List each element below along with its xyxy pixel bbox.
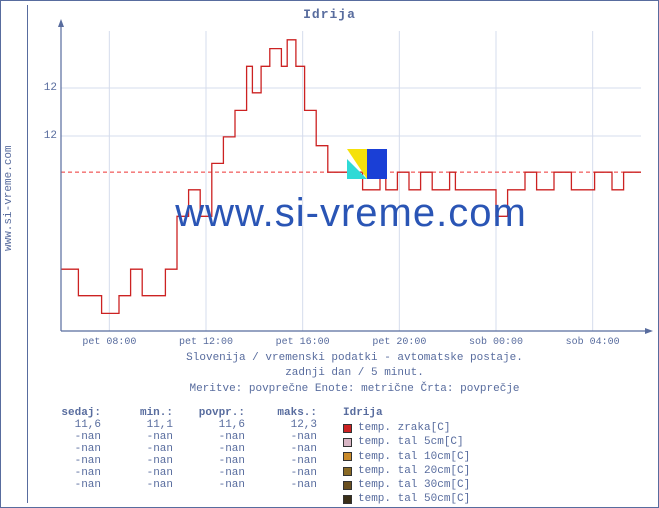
stats-table: sedaj: 11,6-nan-nan-nan-nan-nan min.: 11… xyxy=(41,407,317,491)
stats-col-min: min.: 11,1-nan-nan-nan-nan-nan xyxy=(113,407,173,491)
stats-col-povpr: povpr.: 11,6-nan-nan-nan-nan-nan xyxy=(185,407,245,491)
stats-cell: -nan xyxy=(185,479,245,491)
stats-header: maks.: xyxy=(257,407,317,419)
x-tick-label: pet 08:00 xyxy=(69,337,149,348)
legend-row: temp. tal 5cm[C] xyxy=(343,435,470,449)
stats-cell: -nan xyxy=(257,467,317,479)
stats-cell: -nan xyxy=(41,455,101,467)
stats-cell: 12,3 xyxy=(257,419,317,431)
stats-cell: -nan xyxy=(41,431,101,443)
caption-line-3: Meritve: povprečne Enote: metrične Črta:… xyxy=(61,382,648,397)
legend-swatch-icon xyxy=(343,481,352,490)
stats-cell: -nan xyxy=(41,443,101,455)
x-tick-label: sob 00:00 xyxy=(456,337,536,348)
stats-header: min.: xyxy=(113,407,173,419)
stats-cell: -nan xyxy=(185,443,245,455)
chart-area: www.si-vreme.com 1212pet 08:00pet 12:00p… xyxy=(61,31,641,331)
caption: Slovenija / vremenski podatki - avtomats… xyxy=(61,351,648,397)
stats-cell: 11,1 xyxy=(113,419,173,431)
legend-label: temp. tal 20cm[C] xyxy=(358,464,470,478)
legend: Idrija temp. zraka[C]temp. tal 5cm[C]tem… xyxy=(343,407,470,507)
caption-line-1: Slovenija / vremenski podatki - avtomats… xyxy=(61,351,648,366)
stats-cell: -nan xyxy=(113,443,173,455)
legend-swatch-icon xyxy=(343,495,352,504)
legend-swatch-icon xyxy=(343,452,352,461)
line-chart-svg xyxy=(61,31,641,331)
legend-row: temp. tal 10cm[C] xyxy=(343,450,470,464)
stats-cell: 11,6 xyxy=(185,419,245,431)
x-tick-label: pet 12:00 xyxy=(166,337,246,348)
stats-cell: -nan xyxy=(113,467,173,479)
legend-label: temp. tal 10cm[C] xyxy=(358,450,470,464)
stats-col-maks: maks.: 12,3-nan-nan-nan-nan-nan xyxy=(257,407,317,491)
stats-header: sedaj: xyxy=(41,407,101,419)
chart-title: Idrija xyxy=(1,7,658,22)
legend-label: temp. zraka[C] xyxy=(358,421,450,435)
caption-line-2: zadnji dan / 5 minut. xyxy=(61,366,648,381)
stats-col-sedaj: sedaj: 11,6-nan-nan-nan-nan-nan xyxy=(41,407,101,491)
legend-swatch-icon xyxy=(343,467,352,476)
legend-row: temp. tal 30cm[C] xyxy=(343,478,470,492)
stats-cell: -nan xyxy=(113,431,173,443)
sidebar-divider xyxy=(27,5,28,503)
stats-cell: -nan xyxy=(185,431,245,443)
legend-title: Idrija xyxy=(343,407,470,419)
stats-cell: -nan xyxy=(41,467,101,479)
stats-cell: -nan xyxy=(257,479,317,491)
chart-frame: www.si-vreme.com Idrija www.si-vreme.com… xyxy=(0,0,659,508)
stats-cell: -nan xyxy=(257,443,317,455)
legend-label: temp. tal 30cm[C] xyxy=(358,478,470,492)
y-tick-label: 12 xyxy=(37,82,57,94)
stats-cell: -nan xyxy=(113,455,173,467)
stats-cell: -nan xyxy=(185,455,245,467)
stats-cell: -nan xyxy=(185,467,245,479)
x-tick-label: sob 04:00 xyxy=(553,337,633,348)
legend-row: temp. tal 20cm[C] xyxy=(343,464,470,478)
legend-row: temp. zraka[C] xyxy=(343,421,470,435)
legend-swatch-icon xyxy=(343,438,352,447)
stats-cell: 11,6 xyxy=(41,419,101,431)
y-tick-label: 12 xyxy=(37,130,57,142)
x-tick-label: pet 20:00 xyxy=(359,337,439,348)
stats-cell: -nan xyxy=(113,479,173,491)
stats-cell: -nan xyxy=(257,455,317,467)
stats-cell: -nan xyxy=(41,479,101,491)
legend-row: temp. tal 50cm[C] xyxy=(343,492,470,506)
stats-cell: -nan xyxy=(257,431,317,443)
stats-header: povpr.: xyxy=(185,407,245,419)
source-link[interactable]: www.si-vreme.com xyxy=(3,145,15,251)
legend-label: temp. tal 50cm[C] xyxy=(358,492,470,506)
x-tick-label: pet 16:00 xyxy=(263,337,343,348)
legend-swatch-icon xyxy=(343,424,352,433)
legend-label: temp. tal 5cm[C] xyxy=(358,435,464,449)
